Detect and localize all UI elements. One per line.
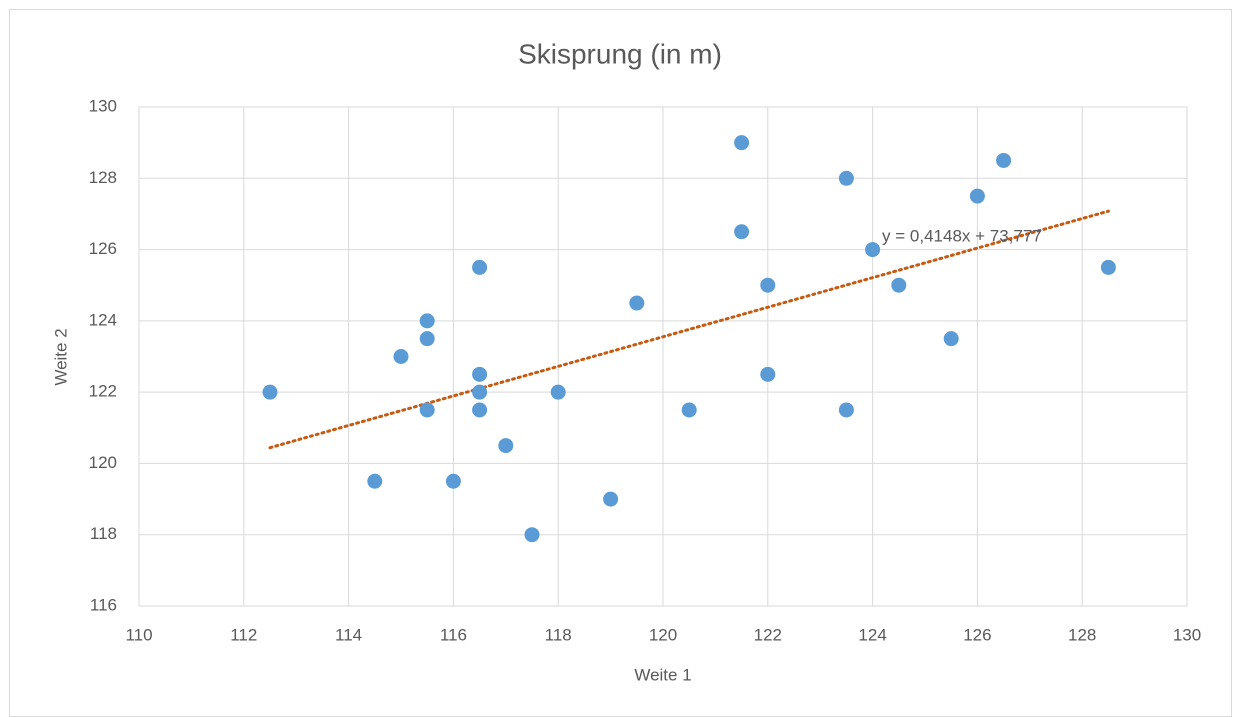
x-tick-label: 110 bbox=[125, 625, 152, 644]
data-point bbox=[996, 152, 1012, 168]
x-axis-label: Weite 1 bbox=[634, 665, 691, 684]
data-point bbox=[969, 188, 985, 204]
data-point bbox=[472, 402, 488, 418]
chart-frame bbox=[9, 9, 1232, 717]
data-point bbox=[734, 135, 750, 151]
data-point bbox=[550, 384, 566, 400]
data-point bbox=[393, 349, 409, 364]
data-point bbox=[760, 366, 776, 382]
y-tick-label: 122 bbox=[89, 382, 117, 401]
data-point bbox=[262, 384, 278, 400]
data-point bbox=[1100, 259, 1116, 275]
y-tick-label: 126 bbox=[89, 239, 117, 258]
data-point bbox=[838, 402, 854, 418]
data-point bbox=[419, 313, 435, 329]
data-point bbox=[760, 277, 776, 293]
x-tick-label: 114 bbox=[335, 625, 362, 644]
data-point bbox=[734, 224, 750, 240]
data-point bbox=[681, 402, 697, 418]
x-tick-label: 120 bbox=[649, 625, 677, 644]
data-point bbox=[419, 331, 435, 347]
trendline bbox=[268, 209, 1110, 450]
x-tick-label: 128 bbox=[1068, 625, 1096, 644]
data-point bbox=[419, 402, 435, 418]
y-tick-label: 124 bbox=[89, 310, 117, 329]
y-tick-label: 130 bbox=[89, 96, 117, 115]
x-tick-label: 116 bbox=[440, 625, 467, 644]
x-tick-label: 122 bbox=[754, 625, 782, 644]
y-tick-label: 128 bbox=[89, 168, 117, 187]
data-point bbox=[445, 473, 461, 489]
y-tick-label: 118 bbox=[90, 524, 117, 543]
trendline-label: y = 0,4148x + 73,777 bbox=[882, 226, 1042, 245]
x-tick-label: 130 bbox=[1173, 625, 1201, 644]
y-axis-label: Weite 2 bbox=[51, 328, 70, 385]
x-tick-label: 112 bbox=[230, 625, 257, 644]
y-tick-label: 116 bbox=[90, 595, 117, 614]
y-tick-label: 120 bbox=[89, 453, 117, 472]
data-point bbox=[891, 277, 907, 293]
data-point bbox=[498, 438, 514, 454]
data-point bbox=[865, 242, 881, 258]
data-point bbox=[629, 295, 645, 311]
data-point bbox=[472, 259, 488, 275]
data-point bbox=[472, 366, 488, 382]
x-tick-label: 124 bbox=[858, 625, 886, 644]
data-point bbox=[367, 473, 383, 489]
data-point bbox=[943, 331, 959, 347]
data-point bbox=[603, 491, 619, 507]
data-point bbox=[524, 527, 540, 543]
data-point bbox=[472, 384, 488, 400]
x-tick-label: 126 bbox=[963, 625, 991, 644]
chart-title: Skisprung (in m) bbox=[518, 38, 722, 69]
x-tick-label: 118 bbox=[545, 625, 572, 644]
data-point bbox=[838, 170, 854, 186]
